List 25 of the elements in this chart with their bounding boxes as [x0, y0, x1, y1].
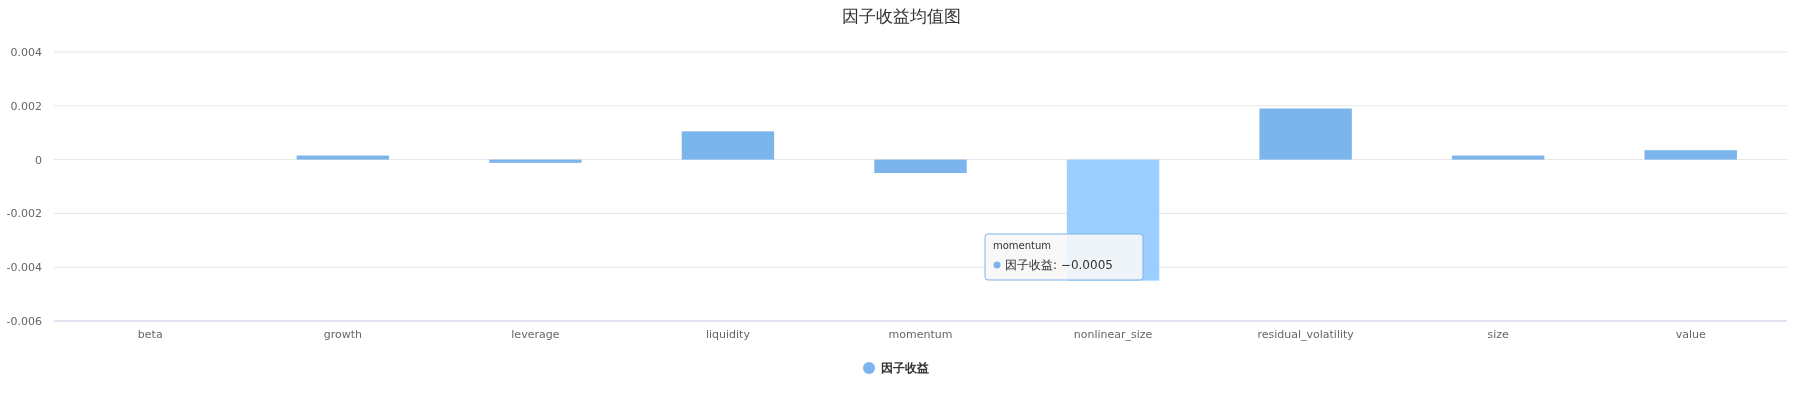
y-tick-label: 0.002 — [10, 99, 42, 113]
bar — [1644, 150, 1737, 160]
chart-title: 因子收益均值图 — [841, 6, 961, 26]
bar — [296, 155, 390, 160]
x-tick-label: size — [1487, 328, 1510, 341]
y-tick-label: -0.002 — [6, 207, 42, 221]
y-tick-label: -0.004 — [6, 261, 42, 275]
x-tick-label: residual_volatility — [1257, 328, 1355, 341]
x-tick-label: value — [1675, 328, 1706, 341]
bar — [874, 159, 967, 174]
bar — [681, 131, 775, 160]
y-tick-label: -0.006 — [6, 315, 42, 328]
bar — [1451, 155, 1545, 160]
x-tick-label: leverage — [511, 328, 560, 341]
x-tick-label: momentum — [888, 328, 953, 341]
y-tick-label: 0.004 — [10, 46, 42, 59]
y-tick-label: 0 — [35, 153, 42, 167]
x-tick-label: nonlinear_size — [1073, 328, 1153, 341]
annotation: momentum 因子收益: −0.0005 — [993, 240, 1113, 272]
legend-label: 因子收益 — [881, 361, 929, 375]
x-tick-label: beta — [137, 328, 163, 341]
x-tick-label: liquidity — [705, 328, 751, 341]
x-tick-label: growth — [323, 328, 362, 341]
bar — [1259, 108, 1352, 160]
bar — [489, 159, 582, 163]
